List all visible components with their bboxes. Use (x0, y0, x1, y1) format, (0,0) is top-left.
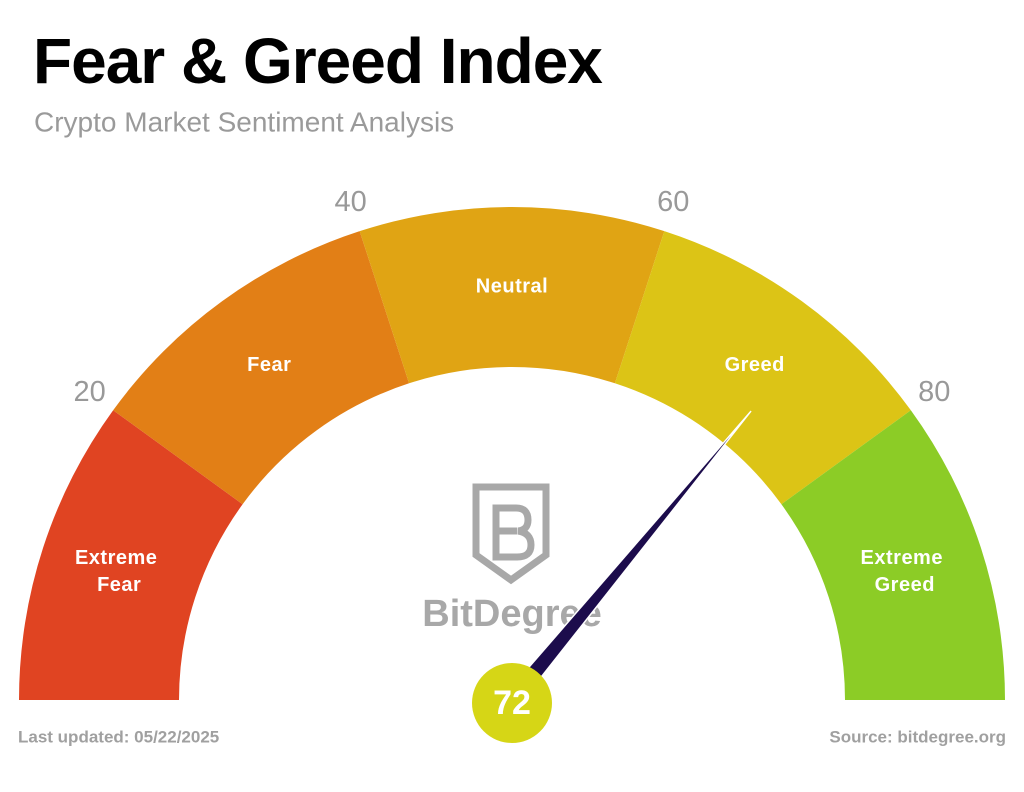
tick-label: 40 (335, 186, 367, 218)
logo-shield (472, 483, 550, 585)
logo (472, 483, 550, 585)
gauge-segment (19, 410, 243, 700)
chart-subtitle: Crypto Market Sentiment Analysis (34, 106, 454, 137)
value-dial (472, 663, 552, 743)
logo-b (492, 504, 535, 561)
value-label: 72 (493, 684, 531, 722)
footer-updated: Last updated: 05/22/2025 (18, 727, 219, 746)
segment-label: Extreme Greed (861, 547, 950, 596)
gauge-segment (359, 206, 665, 384)
segment-label: Extreme Fear (75, 547, 164, 596)
gauge-segment (113, 231, 410, 505)
segment-label: Fear (247, 354, 291, 376)
footer-source: Source: bitdegree.org (829, 727, 1006, 746)
tick-label: 60 (657, 186, 689, 218)
gauge-segment (614, 231, 911, 505)
tick-label: 80 (918, 376, 950, 408)
gauge-segment (781, 410, 1005, 700)
chart-title: Fear & Greed Index (33, 25, 603, 97)
tick-label: 20 (74, 376, 106, 408)
segment-label: Neutral (476, 275, 548, 297)
needle (523, 410, 752, 684)
segment-label: Greed (725, 354, 785, 376)
